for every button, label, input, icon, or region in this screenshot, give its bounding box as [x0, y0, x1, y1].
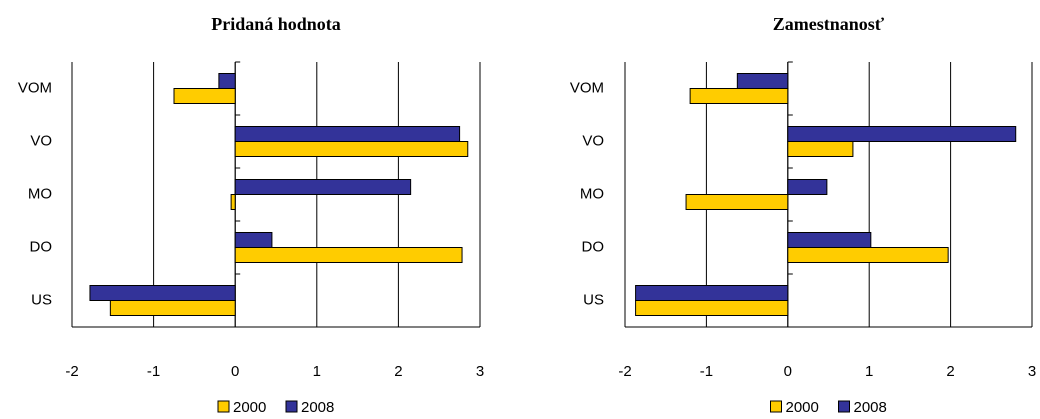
- x-tick-label: -1: [147, 363, 160, 380]
- y-tick-label: US: [583, 291, 604, 308]
- x-tick-label: 2: [946, 363, 954, 380]
- legend-swatch: [217, 400, 230, 413]
- chart-title: Pridaná hodnota: [211, 14, 341, 34]
- x-tick-label: 1: [313, 363, 321, 380]
- x-tick-label: -2: [65, 363, 78, 380]
- bar: [635, 300, 789, 316]
- y-tick-label: MO: [580, 185, 604, 202]
- y-tick-label: DO: [30, 238, 53, 255]
- x-tick-label: 3: [1028, 363, 1036, 380]
- bar: [234, 247, 463, 263]
- bar: [234, 126, 461, 142]
- bar: [89, 285, 236, 301]
- bar: [787, 141, 854, 157]
- bar: [787, 247, 949, 263]
- x-tick-label: 2: [394, 363, 402, 380]
- bar: [787, 179, 828, 195]
- legend-swatch: [285, 400, 298, 413]
- legend-swatch: [838, 400, 850, 413]
- chart-title: Zamestnanosť: [773, 14, 885, 34]
- bar: [218, 73, 236, 89]
- bar: [689, 88, 789, 104]
- legend-label: 2008: [854, 399, 887, 416]
- y-tick-label: US: [31, 291, 52, 308]
- y-tick-label: VO: [30, 132, 52, 149]
- x-tick-label: -2: [618, 363, 631, 380]
- x-tick-label: -1: [700, 363, 713, 380]
- bar: [685, 194, 789, 210]
- y-tick-label: DO: [582, 238, 605, 255]
- y-tick-label: VO: [582, 132, 604, 149]
- bar: [787, 126, 1017, 142]
- y-tick-label: VOM: [18, 79, 52, 96]
- bar: [109, 300, 236, 316]
- legend-label: 2000: [233, 399, 266, 416]
- legend-swatch: [770, 400, 782, 413]
- bar: [173, 88, 236, 104]
- legend-label: 2000: [786, 399, 819, 416]
- x-tick-label: 0: [784, 363, 792, 380]
- bar: [787, 232, 872, 248]
- y-tick-label: MO: [28, 185, 52, 202]
- bar: [736, 73, 789, 89]
- bar: [234, 179, 412, 195]
- bar: [635, 285, 789, 301]
- bar: [234, 141, 469, 157]
- y-tick-label: VOM: [570, 79, 604, 96]
- legend-label: 2008: [301, 399, 334, 416]
- x-tick-label: 3: [476, 363, 484, 380]
- x-tick-label: 0: [231, 363, 239, 380]
- bar: [230, 194, 236, 210]
- x-tick-label: 1: [865, 363, 873, 380]
- bar: [234, 232, 273, 248]
